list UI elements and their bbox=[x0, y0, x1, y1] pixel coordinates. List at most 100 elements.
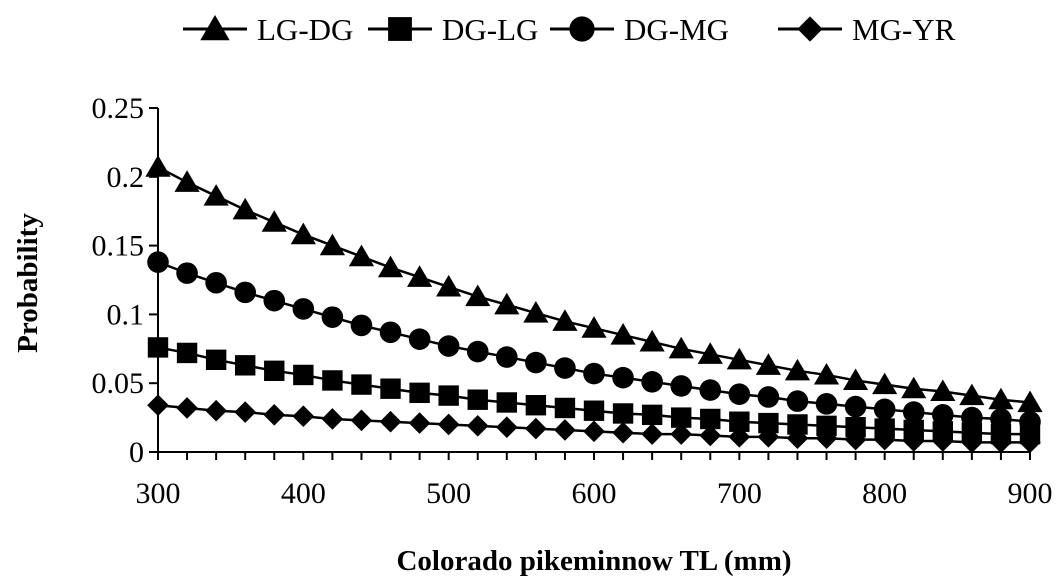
data-point-dg-lg bbox=[845, 417, 866, 438]
data-point-dg-lg bbox=[147, 337, 169, 358]
y-tick-label: 0 bbox=[129, 436, 144, 469]
data-point-lg-dg bbox=[552, 309, 578, 331]
data-point-lg-dg bbox=[465, 284, 491, 307]
data-point-mg-yr bbox=[176, 397, 198, 419]
data-point-mg-yr bbox=[786, 427, 809, 450]
data-point-mg-yr bbox=[350, 409, 373, 432]
data-point-dg-lg bbox=[496, 392, 517, 413]
data-point-dg-mg bbox=[205, 271, 227, 294]
x-tick-label: 300 bbox=[136, 477, 181, 510]
data-point-lg-dg bbox=[232, 197, 258, 220]
data-point-dg-lg bbox=[787, 414, 808, 435]
data-point-dg-mg bbox=[176, 262, 198, 284]
data-point-dg-mg bbox=[902, 401, 925, 423]
y-tick-label: 0.15 bbox=[92, 230, 145, 263]
data-point-dg-mg bbox=[670, 375, 692, 397]
data-point-dg-lg bbox=[671, 407, 692, 428]
data-point-dg-lg bbox=[874, 418, 895, 439]
y-tick-label: 0.2 bbox=[107, 161, 145, 194]
data-point-mg-yr bbox=[466, 415, 489, 437]
y-tick-label: 0.1 bbox=[107, 298, 145, 331]
data-point-dg-mg bbox=[699, 379, 722, 401]
data-point-dg-mg bbox=[641, 371, 663, 393]
data-point-dg-mg bbox=[350, 314, 373, 337]
data-point-lg-dg bbox=[203, 184, 229, 206]
data-point-dg-mg bbox=[786, 390, 809, 412]
data-point-dg-mg bbox=[292, 298, 315, 320]
data-point-mg-yr bbox=[205, 399, 227, 422]
legend: LG-DG DG-LG DG-MG MG-YR bbox=[183, 12, 956, 47]
x-tick-label: 900 bbox=[1008, 477, 1053, 510]
data-point-mg-yr bbox=[147, 394, 169, 417]
data-point-dg-mg bbox=[437, 335, 460, 357]
legend-item-dg-lg: DG-LG bbox=[368, 12, 538, 47]
data-point-lg-dg bbox=[813, 362, 840, 385]
data-point-lg-dg bbox=[639, 329, 665, 352]
data-point-dg-lg bbox=[409, 382, 430, 404]
data-point-dg-mg bbox=[728, 383, 751, 406]
data-point-lg-dg bbox=[494, 292, 520, 315]
legend-marker-dg-lg bbox=[388, 17, 412, 41]
x-tick-label: 400 bbox=[281, 477, 326, 510]
data-point-mg-yr bbox=[961, 431, 983, 454]
data-point-lg-dg bbox=[959, 383, 985, 406]
data-point-dg-mg bbox=[321, 306, 344, 328]
data-point-dg-lg bbox=[903, 419, 924, 441]
data-point-mg-yr bbox=[728, 426, 751, 448]
data-point-lg-dg bbox=[726, 347, 752, 370]
data-point-mg-yr bbox=[902, 430, 925, 452]
y-tick-label: 0.05 bbox=[92, 367, 145, 400]
data-point-dg-mg bbox=[496, 346, 518, 368]
data-point-mg-yr bbox=[554, 419, 576, 441]
legend-label-lg-dg: LG-DG bbox=[257, 12, 353, 47]
data-point-lg-dg bbox=[843, 368, 869, 391]
data-point-lg-dg bbox=[872, 372, 898, 395]
data-point-lg-dg bbox=[755, 353, 781, 375]
data-point-dg-lg bbox=[554, 397, 576, 419]
data-point-dg-lg bbox=[205, 349, 227, 371]
data-point-mg-yr bbox=[321, 408, 344, 430]
x-axis-ticks: 300 400 500 600 700 800 900 bbox=[136, 452, 1053, 510]
data-point-lg-dg bbox=[1017, 390, 1043, 413]
data-point-lg-dg bbox=[930, 379, 956, 402]
data-point-mg-yr bbox=[408, 412, 431, 434]
data-point-lg-dg bbox=[407, 265, 433, 287]
data-point-dg-mg bbox=[379, 321, 402, 344]
data-point-lg-dg bbox=[581, 316, 607, 338]
data-point-lg-dg bbox=[377, 255, 404, 278]
data-point-mg-yr bbox=[1019, 431, 1041, 454]
x-tick-label: 700 bbox=[717, 477, 762, 510]
data-point-dg-lg bbox=[351, 374, 372, 395]
data-point-lg-dg bbox=[436, 274, 462, 297]
data-point-dg-mg bbox=[466, 340, 489, 363]
data-point-dg-mg bbox=[873, 398, 896, 421]
data-point-dg-lg bbox=[467, 389, 488, 410]
legend-marker-lg-dg bbox=[200, 15, 230, 41]
legend-item-mg-yr: MG-YR bbox=[778, 12, 956, 47]
data-point-lg-dg bbox=[319, 233, 345, 256]
data-point-mg-yr bbox=[437, 413, 460, 436]
data-point-dg-mg bbox=[147, 251, 169, 273]
x-tick-label: 600 bbox=[572, 477, 617, 510]
data-point-mg-yr bbox=[670, 423, 692, 445]
data-point-lg-dg bbox=[145, 155, 171, 177]
data-point-dg-mg bbox=[583, 362, 605, 385]
data-point-mg-yr bbox=[525, 417, 547, 440]
legend-item-dg-mg: DG-MG bbox=[550, 12, 729, 47]
data-point-dg-mg bbox=[554, 357, 576, 379]
data-point-dg-lg bbox=[612, 403, 634, 424]
data-point-mg-yr bbox=[699, 424, 722, 447]
series-line-dg-mg bbox=[157, 260, 1031, 423]
data-point-mg-yr bbox=[873, 428, 896, 451]
series-lg-dg bbox=[145, 155, 1043, 413]
data-point-lg-dg bbox=[901, 376, 927, 399]
data-point-dg-lg bbox=[641, 404, 663, 426]
data-point-mg-yr bbox=[932, 430, 954, 452]
data-point-lg-dg bbox=[784, 358, 811, 381]
data-point-dg-mg bbox=[263, 289, 286, 312]
data-point-lg-dg bbox=[697, 342, 723, 364]
data-point-mg-yr bbox=[234, 401, 256, 423]
data-point-lg-dg bbox=[988, 387, 1014, 410]
series-mg-yr bbox=[147, 394, 1041, 454]
